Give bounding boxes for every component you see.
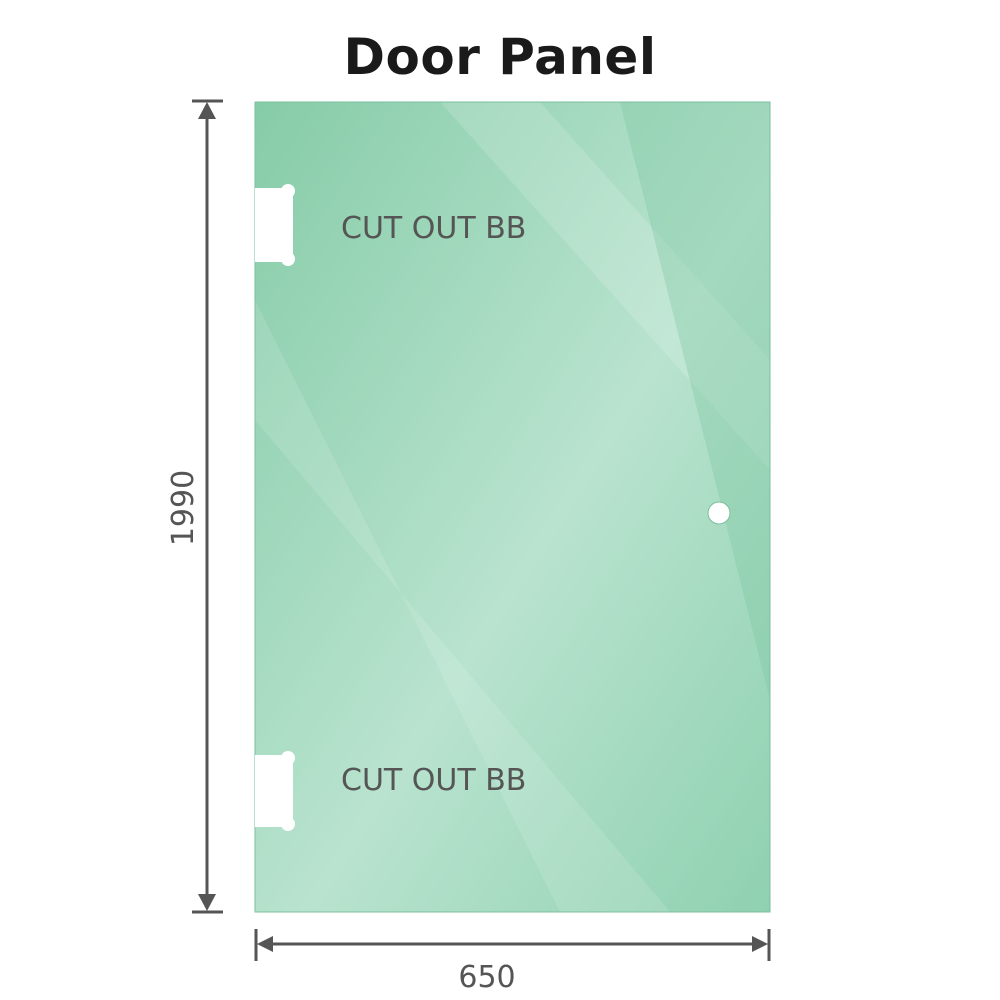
diagram-title: Door Panel bbox=[343, 28, 657, 86]
height-label: 1990 bbox=[166, 470, 201, 546]
glass-panel bbox=[254, 101, 771, 913]
width-dimension-line bbox=[254, 929, 771, 961]
cutout-top bbox=[255, 184, 295, 266]
height-dimension-line bbox=[192, 99, 223, 914]
handle-hole bbox=[707, 501, 731, 525]
width-label: 650 bbox=[458, 960, 515, 995]
cutout-bottom bbox=[255, 751, 295, 831]
cutout-label-bottom: CUT OUT BB bbox=[341, 763, 526, 798]
cutout-label-top: CUT OUT BB bbox=[341, 211, 526, 246]
